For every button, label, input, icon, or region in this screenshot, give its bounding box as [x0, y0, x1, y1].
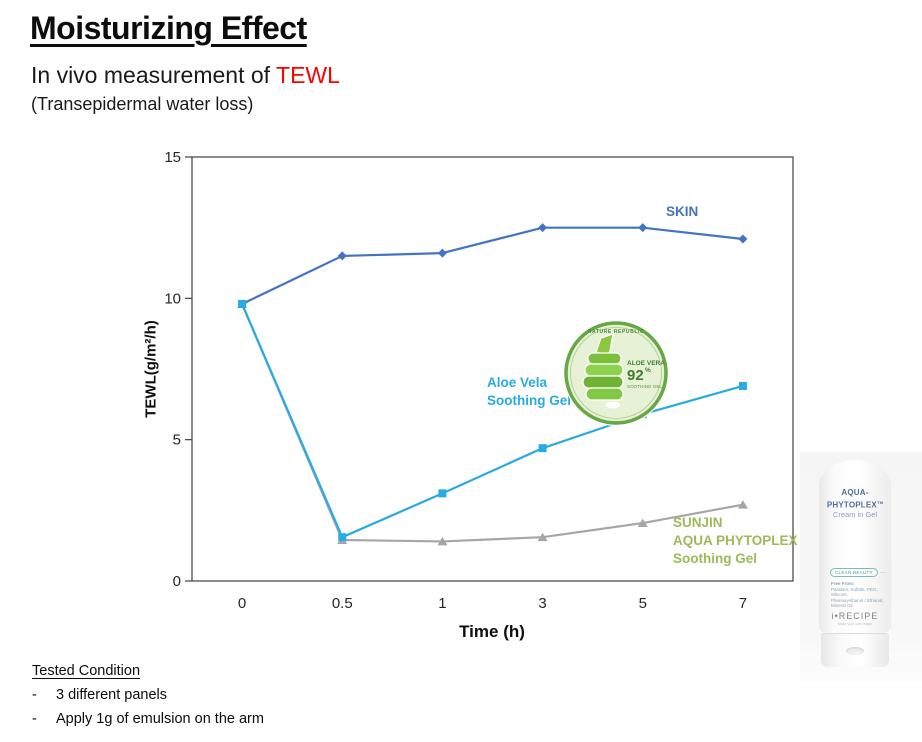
aloe-series-label-line1: Aloe Vela: [487, 375, 548, 390]
tested-condition-heading: Tested Condition: [32, 663, 141, 679]
x-tick-label: 5: [639, 595, 647, 612]
triangle-marker: [737, 500, 748, 509]
aloe-brand-text: NATURE REPUBLIC: [588, 329, 644, 335]
skin-series-label-line: SKIN: [666, 204, 699, 219]
aloe-product-text: ALOE VERA: [627, 360, 665, 367]
skin-series-label: SKIN: [666, 203, 698, 221]
x-tick-label: 3: [538, 595, 546, 612]
diamond-marker: [638, 223, 648, 233]
square-marker: [338, 533, 347, 542]
subtitle-note: (Transepidermal water loss): [31, 94, 254, 114]
aloe-series-label: Aloe Vela Soothing Gel: [487, 374, 571, 410]
square-marker: [238, 299, 247, 308]
square-marker: [738, 381, 747, 390]
diamond-marker: [337, 251, 347, 261]
aloe-subname-text: SOOTHING GEL: [627, 384, 662, 389]
badge-rule-line: [879, 572, 886, 573]
series-line-diamond: [241, 226, 744, 305]
tube-brand-name: AQUA- PHYTOPLEXTM: [819, 488, 891, 511]
diamond-marker: [237, 299, 247, 309]
y-tick-label: 15: [164, 149, 181, 166]
diamond-marker: [538, 223, 548, 233]
tube-logo: i•RECIPE: [831, 611, 879, 621]
diamond-marker: [437, 248, 447, 258]
tube-brand-line2: PHYTOPLEX: [826, 500, 877, 510]
tested-condition-item-text: 3 different panels: [56, 687, 167, 703]
y-tick-label: 5: [173, 432, 181, 449]
product-tube-photo: AQUA- PHYTOPLEXTM Cream in Gel CLEAN BEA…: [800, 452, 922, 682]
page-title: Moisturizing Effect: [30, 10, 307, 46]
triangle-marker: [237, 299, 248, 308]
tested-condition-item: - Apply 1g of emulsion on the arm: [32, 711, 264, 727]
free-from-line2: Phenoxyethanol / Ethanol,: [831, 597, 884, 603]
bullet-dash: -: [32, 711, 37, 727]
sunjin-series-label-line1: SUNJIN: [673, 515, 723, 530]
page-subtitle: In vivo measurement of TEWL: [31, 62, 340, 89]
tube-tm-mark: TM: [876, 500, 884, 505]
triangle-marker: [437, 536, 448, 546]
sunjin-series-label: SUNJIN AQUA PHYTOPLEX Soothing Gel: [673, 514, 798, 568]
triangle-marker: [537, 532, 548, 542]
aloe-product-image: NATURE REPUBLIC ALOE VERA 92 % SOOTHING …: [563, 320, 669, 426]
cap-notch: [846, 647, 864, 655]
tube-body: AQUA- PHYTOPLEXTM Cream in Gel CLEAN BEA…: [819, 460, 891, 633]
tested-condition-item-text: Apply 1g of emulsion on the arm: [56, 711, 264, 727]
x-tick-label: 7: [739, 595, 747, 612]
aloe-stack-illustration: [582, 333, 624, 409]
triangle-marker: [337, 535, 348, 545]
aloe-series-label-line2: Soothing Gel: [487, 393, 571, 408]
tube-tagline: Make your own recipe: [837, 622, 873, 626]
free-from-line1: Paraben, Sulfate, PEG, Silicone,: [831, 586, 878, 598]
free-from-heading: Free From:: [831, 581, 855, 586]
subtitle-text: In vivo measurement of: [31, 62, 277, 88]
subtitle-highlight-tewl: TEWL: [276, 62, 340, 88]
x-axis-title: Time (h): [459, 622, 525, 641]
clean-beauty-row: CLEAN BEAUTY: [830, 568, 886, 577]
tube-product-type: Cream in Gel: [832, 510, 878, 519]
aloe-pct-text: 92: [627, 367, 644, 384]
tested-condition-item: - 3 different panels: [32, 687, 264, 703]
clean-beauty-badge: CLEAN BEAUTY: [830, 568, 878, 577]
badge-inner-ring: [570, 327, 662, 419]
free-from-text: Free From: Paraben, Sulfate, PEG, Silico…: [831, 581, 891, 609]
x-tick-label: 0.5: [332, 595, 353, 612]
bullet-dash: -: [32, 687, 37, 703]
triangle-marker: [637, 518, 648, 528]
y-tick-label: 0: [173, 573, 181, 590]
square-marker: [438, 489, 447, 498]
sunjin-series-label-line3: Soothing Gel: [673, 551, 757, 566]
tested-condition-block: Tested Condition - 3 different panels - …: [32, 663, 264, 727]
free-from-line3: Mineral Oil: [831, 603, 853, 608]
y-axis-title: TEWL(g/m²/h): [142, 320, 160, 418]
x-tick-label: 1: [438, 595, 446, 612]
square-marker: [538, 444, 547, 453]
y-tick-label: 10: [164, 290, 181, 307]
tube-cap: [821, 633, 889, 667]
tube-brand-line1: AQUA-: [841, 488, 869, 497]
diamond-marker: [738, 234, 748, 244]
x-tick-label: 0: [238, 595, 246, 612]
aloe-pct-sign: %: [645, 367, 651, 374]
sunjin-series-label-line2: AQUA PHYTOPLEX: [673, 533, 798, 548]
